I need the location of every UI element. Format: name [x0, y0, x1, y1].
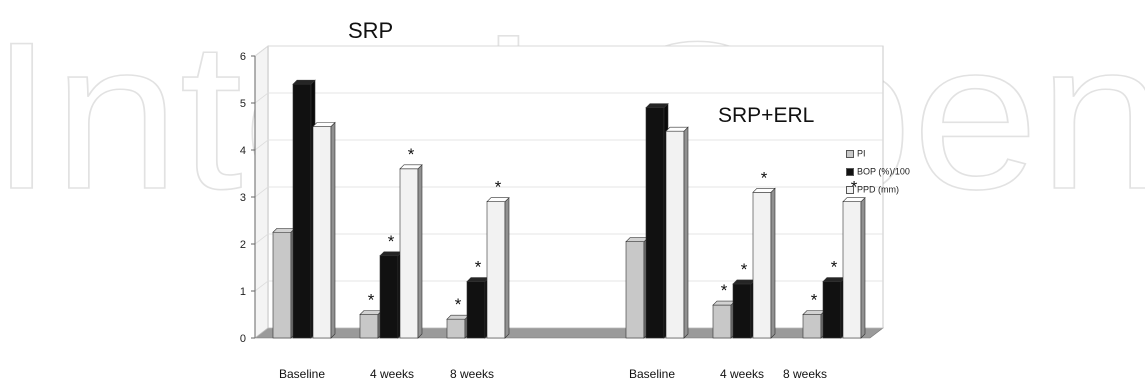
- x-axis-labels: Baseline 4 weeks 8 weeks Baseline 4 weeks 8 w…: [279, 367, 827, 381]
- legend-item-ppd: PPD (mm): [846, 184, 926, 195]
- legend-item-pi: PI: [846, 148, 926, 159]
- significance-marker: *: [761, 168, 768, 187]
- x-tick-label: 4 weeks: [720, 367, 764, 381]
- y-tick-label: 0: [240, 333, 246, 345]
- significance-marker: *: [475, 258, 482, 277]
- legend-swatch-ppd: [846, 185, 854, 194]
- bar-pi-1-1: [712, 300, 736, 339]
- y-tick-label: 1: [240, 286, 246, 298]
- bar-ppd-0-0: [312, 121, 336, 339]
- bar-ppd-0-1: [399, 164, 423, 339]
- gridline: [254, 45, 883, 57]
- panel-title-srp: SRP: [348, 18, 394, 43]
- bar-bop-0-1: [379, 251, 403, 339]
- x-tick-label: 8 weeks: [450, 367, 494, 381]
- bar-bop-1-1: [732, 279, 756, 339]
- significance-marker: *: [455, 295, 462, 314]
- x-tick-label: Baseline: [279, 367, 325, 381]
- significance-marker: *: [831, 258, 838, 277]
- legend-item-bop: BOP (%)/100: [846, 166, 926, 177]
- legend-swatch-pi: [846, 149, 854, 158]
- plot-area: [254, 45, 884, 339]
- panel-title-srp-erl: SRP+ERL: [718, 104, 815, 127]
- bar-bop-1-0: [645, 102, 669, 339]
- y-tick-label: 3: [240, 192, 246, 204]
- bar-ppd-1-0: [665, 126, 689, 339]
- bar-bop-1-2: [822, 276, 846, 339]
- y-tick-label: 6: [240, 51, 246, 63]
- significance-marker: *: [368, 291, 375, 310]
- bar-pi-1-0: [625, 236, 649, 339]
- bar-ppd-1-1: [752, 187, 776, 339]
- significance-marker: *: [811, 291, 818, 310]
- bar-bop-0-0: [292, 79, 316, 339]
- bar-pi-0-2: [446, 314, 470, 339]
- legend-label-bop: BOP (%)/100: [857, 166, 910, 177]
- gridline: [254, 92, 883, 104]
- significance-marker: *: [388, 232, 395, 251]
- significance-marker: *: [851, 178, 858, 197]
- bar-ppd-1-2: [842, 196, 866, 339]
- bar-pi-1-2: [802, 309, 826, 339]
- x-tick-label: Baseline: [629, 367, 675, 381]
- significance-marker: *: [721, 281, 728, 300]
- legend-label-ppd: PPD (mm): [857, 184, 899, 195]
- x-tick-label: 8 weeks: [783, 367, 827, 381]
- y-tick-label: 5: [240, 98, 246, 110]
- significance-marker: *: [495, 178, 502, 197]
- bar-ppd-0-2: [486, 196, 510, 339]
- y-tick-label: 2: [240, 239, 246, 251]
- bar-bop-0-2: [466, 276, 490, 339]
- x-tick-label: 4 weeks: [370, 367, 414, 381]
- legend-swatch-bop: [846, 167, 854, 176]
- y-tick-label: 4: [240, 145, 246, 157]
- bar-pi-0-0: [272, 227, 296, 339]
- significance-marker: *: [408, 145, 415, 164]
- y-axis: 0 1 2 3 4 5 6: [240, 51, 256, 345]
- bar-pi-0-1: [359, 309, 383, 339]
- bars: * * * * * * * * * * * *: [272, 79, 866, 339]
- significance-marker: *: [741, 260, 748, 279]
- legend-label-pi: PI: [857, 148, 866, 159]
- plot-floor: [254, 327, 884, 339]
